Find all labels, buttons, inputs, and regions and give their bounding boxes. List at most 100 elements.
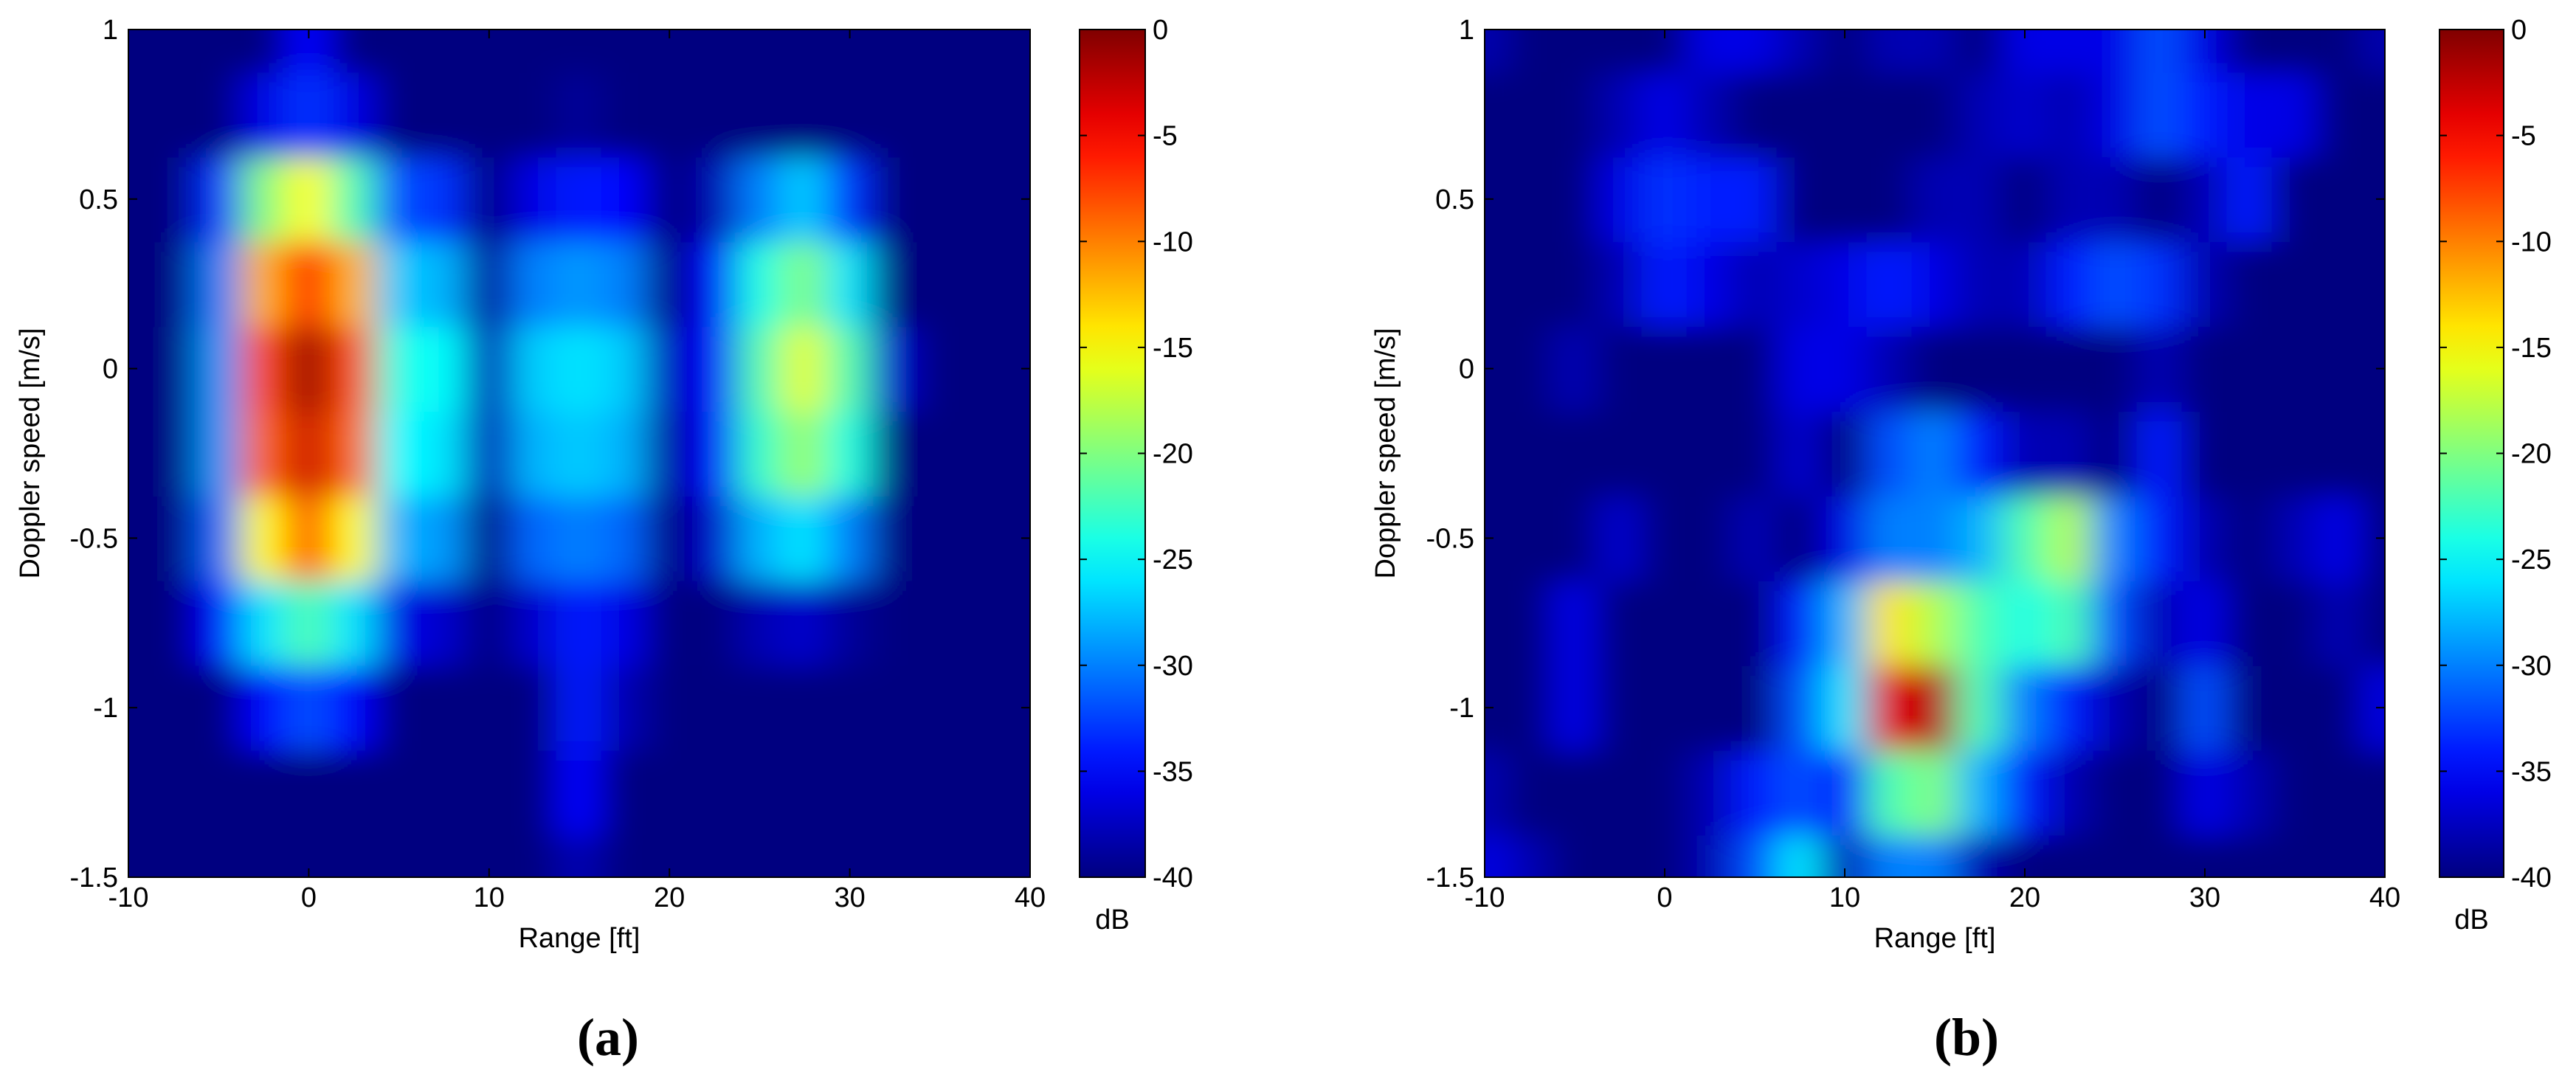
- heatmap-cell: [1866, 749, 1913, 836]
- heatmap-cell: [2091, 749, 2138, 836]
- heatmap-cell: [1731, 494, 1778, 581]
- heatmap-cell: [128, 410, 152, 497]
- heatmap-cell: [1956, 579, 2003, 666]
- colorbar-tick-label: -20: [1153, 439, 1193, 470]
- heatmap-cell: [421, 749, 468, 836]
- heatmap-cell: [330, 30, 378, 73]
- heatmap-cell: [240, 664, 287, 751]
- heatmap-cell: [2316, 749, 2363, 836]
- y-tick-label: 1: [1459, 15, 1474, 46]
- heatmap-cell: [466, 410, 513, 497]
- heatmap-cell: [376, 834, 423, 877]
- heatmap-cell: [1006, 241, 1030, 328]
- heatmap-cell: [691, 664, 738, 751]
- heatmap-cell: [871, 30, 919, 73]
- heatmap-cell: [2091, 664, 2138, 751]
- heatmap-cell: [195, 410, 242, 497]
- heatmap-cell: [150, 749, 197, 836]
- heatmap-cell: [1506, 71, 1553, 158]
- heatmap-cell: [871, 494, 919, 581]
- heatmap-cell: [961, 579, 1009, 666]
- heatmap-cell: [556, 30, 603, 73]
- heatmap-cell: [1866, 579, 1913, 666]
- heatmap-cells: [128, 30, 1030, 877]
- colorbar-tick-label: -35: [1153, 756, 1193, 787]
- heatmap-cell: [2001, 156, 2048, 243]
- heatmap-cell: [961, 241, 1009, 328]
- heatmap-cell: [2361, 749, 2385, 836]
- heatmap-cell: [376, 664, 423, 751]
- heatmap-cell: [646, 71, 693, 158]
- colorbar: [2439, 29, 2504, 878]
- heatmap-cell: [2226, 30, 2273, 73]
- heatmap-cell: [1866, 30, 1913, 73]
- heatmap-cell: [1776, 664, 1823, 751]
- heatmap-cell: [511, 71, 558, 158]
- heatmap-cell: [2316, 325, 2363, 412]
- heatmap-cell: [1956, 494, 2003, 581]
- heatmap-cell: [150, 156, 197, 243]
- x-tick-label: 10: [1829, 882, 1860, 913]
- heatmap-cell: [421, 834, 468, 877]
- heatmap-cell: [1551, 71, 1598, 158]
- heatmap-cell: [781, 30, 829, 73]
- colorbar-tick-label: 0: [1153, 15, 1168, 46]
- heatmap-cell: [691, 325, 738, 412]
- heatmap-cell: [2226, 156, 2273, 243]
- heatmap-cell: [1821, 410, 1868, 497]
- heatmap-cell: [285, 664, 332, 751]
- heatmap-cell: [330, 664, 378, 751]
- colorbar-tick-label: -20: [2511, 439, 2552, 470]
- heatmap-cell: [1821, 664, 1868, 751]
- heatmap-cell: [376, 325, 423, 412]
- heatmap-cell: [1485, 71, 1508, 158]
- y-tick-label: -0.5: [70, 523, 118, 554]
- heatmap-cell: [556, 156, 603, 243]
- heatmap-cell: [240, 579, 287, 666]
- colorbar-tick-label: -25: [1153, 544, 1193, 575]
- heatmap-cell: [2136, 71, 2183, 158]
- heatmap-cell: [2316, 30, 2363, 73]
- heatmap-cell: [2181, 579, 2228, 666]
- heatmap-cell: [1485, 30, 1508, 73]
- heatmap-cell: [1506, 156, 1553, 243]
- x-tick-label: 0: [301, 882, 317, 913]
- heatmap-cell: [2046, 749, 2093, 836]
- heatmap-cell: [826, 71, 874, 158]
- colorbar-tick-label: -15: [2511, 333, 2552, 364]
- colorbar-tick-label: -40: [1153, 862, 1193, 893]
- heatmap-cell: [1866, 156, 1913, 243]
- heatmap-cell: [1731, 749, 1778, 836]
- heatmap-cell: [1551, 494, 1598, 581]
- heatmap-cell: [1911, 579, 1958, 666]
- heatmap-cell: [1956, 834, 2003, 877]
- heatmap-cell: [2271, 579, 2318, 666]
- heatmap-cell: [240, 325, 287, 412]
- heatmap-cell: [511, 749, 558, 836]
- heatmap-cell: [601, 579, 648, 666]
- heatmap-cell: [601, 30, 648, 73]
- heatmap-area: [1485, 30, 2385, 877]
- heatmap-cell: [1956, 325, 2003, 412]
- heatmap-cell: [240, 71, 287, 158]
- heatmap-cell: [871, 325, 919, 412]
- heatmap-cell: [376, 156, 423, 243]
- heatmap-cell: [195, 579, 242, 666]
- y-tick-label: -1: [93, 693, 118, 724]
- heatmap-cell: [871, 834, 919, 877]
- y-tick-label: 0.5: [1435, 184, 1474, 215]
- heatmap-cell: [1821, 241, 1868, 328]
- heatmap-cell: [781, 71, 829, 158]
- heatmap-cell: [150, 30, 197, 73]
- colorbar: [1079, 29, 1146, 878]
- heatmap-cell: [421, 579, 468, 666]
- heatmap-cell: [1596, 71, 1643, 158]
- heatmap-cell: [871, 410, 919, 497]
- heatmap-cell: [1821, 749, 1868, 836]
- heatmap-cell: [2181, 664, 2228, 751]
- heatmap-cell: [376, 241, 423, 328]
- heatmap-cell: [781, 749, 829, 836]
- heatmap-cell: [2136, 749, 2183, 836]
- heatmap-cell: [511, 494, 558, 581]
